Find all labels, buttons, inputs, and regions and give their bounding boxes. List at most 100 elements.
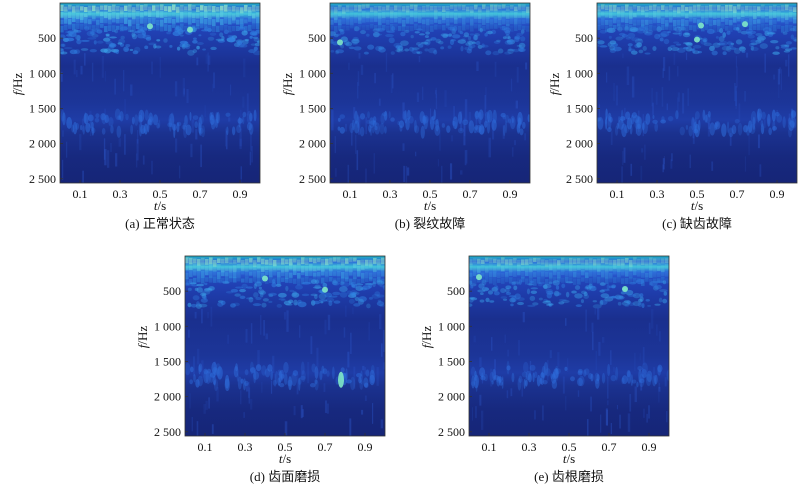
band-cell — [537, 258, 541, 264]
streak — [601, 336, 605, 343]
band-cell — [697, 11, 701, 17]
energy-blob — [238, 26, 246, 31]
band-cell — [629, 6, 633, 13]
streak — [239, 128, 242, 147]
streak — [381, 343, 383, 357]
energy-blob — [192, 39, 198, 44]
energy-blob — [253, 46, 258, 51]
band-cell — [325, 276, 329, 283]
energy-blob — [350, 281, 356, 287]
band-cell — [96, 11, 100, 16]
streak — [201, 360, 204, 378]
band-cell — [265, 266, 269, 271]
streak — [195, 129, 198, 140]
band-cell — [438, 11, 442, 16]
energy-blob — [73, 29, 82, 33]
band-cell — [305, 276, 309, 284]
energy-blob — [612, 46, 622, 52]
band-cell — [490, 4, 494, 11]
band-cell — [361, 272, 365, 279]
streak — [746, 52, 749, 58]
energy-blob — [335, 49, 345, 54]
band-cell — [518, 4, 522, 10]
band-cell — [394, 5, 398, 11]
streak — [664, 377, 667, 387]
spectrogram-e — [469, 256, 669, 436]
band-cell — [705, 25, 709, 31]
energy-blob — [410, 34, 414, 39]
energy-blob — [670, 45, 676, 48]
band-cell — [381, 257, 385, 265]
energy-blob — [318, 293, 327, 300]
streak — [464, 150, 467, 166]
band-cell — [442, 19, 446, 24]
energy-blob — [125, 43, 131, 48]
band-cell — [705, 11, 709, 19]
energy-blob — [525, 380, 528, 387]
band-cell — [481, 264, 485, 271]
band-cell — [200, 23, 204, 29]
band-cell — [213, 259, 217, 267]
energy-blob — [377, 299, 382, 303]
energy-blob — [505, 285, 512, 290]
band-cell — [402, 19, 406, 27]
band-cell — [185, 257, 189, 264]
streak — [638, 110, 640, 132]
band-cell — [116, 19, 120, 24]
band-cell — [225, 277, 229, 283]
energy-blob — [722, 51, 727, 56]
energy-blob — [639, 296, 644, 302]
band-cell — [293, 258, 297, 263]
band-cell — [257, 277, 261, 284]
band-cell — [350, 18, 354, 25]
energy-blob — [330, 49, 335, 53]
energy-blob — [747, 120, 753, 133]
band-cell — [358, 5, 362, 12]
energy-blob — [615, 366, 619, 381]
streak — [707, 122, 711, 137]
energy-blob — [332, 281, 340, 286]
band-cell — [557, 260, 561, 266]
band-cell — [561, 269, 565, 276]
energy-blob — [422, 115, 426, 125]
energy-blob — [259, 290, 267, 295]
band-cell — [761, 12, 765, 18]
energy-blob — [390, 117, 395, 122]
band-cell — [330, 25, 334, 30]
band-cell — [657, 258, 661, 265]
streak — [773, 74, 776, 80]
band-cell — [522, 11, 526, 18]
band-cell — [521, 271, 525, 279]
band-cell — [637, 10, 641, 15]
band-cell — [490, 12, 494, 17]
band-cell — [769, 25, 773, 33]
energy-blob — [548, 302, 552, 308]
streak — [402, 143, 405, 151]
band-cell — [144, 11, 148, 16]
band-cell — [661, 265, 665, 273]
streak — [490, 368, 493, 387]
energy-blob — [194, 287, 199, 291]
streak — [622, 53, 624, 59]
band-cell — [220, 19, 224, 25]
band-cell — [481, 276, 485, 283]
energy-blob — [328, 295, 338, 298]
energy-blob — [512, 48, 520, 53]
band-cell — [232, 13, 236, 21]
band-cell — [333, 271, 337, 276]
band-cell — [252, 17, 256, 24]
energy-blob — [606, 284, 610, 290]
band-cell — [370, 23, 374, 29]
band-cell — [482, 18, 486, 26]
band-cell — [418, 6, 422, 12]
energy-blob — [65, 37, 75, 42]
band-cell — [502, 18, 506, 25]
energy-blob — [225, 112, 231, 117]
energy-blob — [163, 38, 168, 43]
energy-blob — [761, 125, 765, 135]
energy-blob — [291, 372, 297, 386]
energy-blob — [583, 291, 588, 297]
energy-blob — [628, 302, 636, 307]
energy-blob — [242, 378, 247, 391]
energy-blob — [408, 46, 415, 52]
